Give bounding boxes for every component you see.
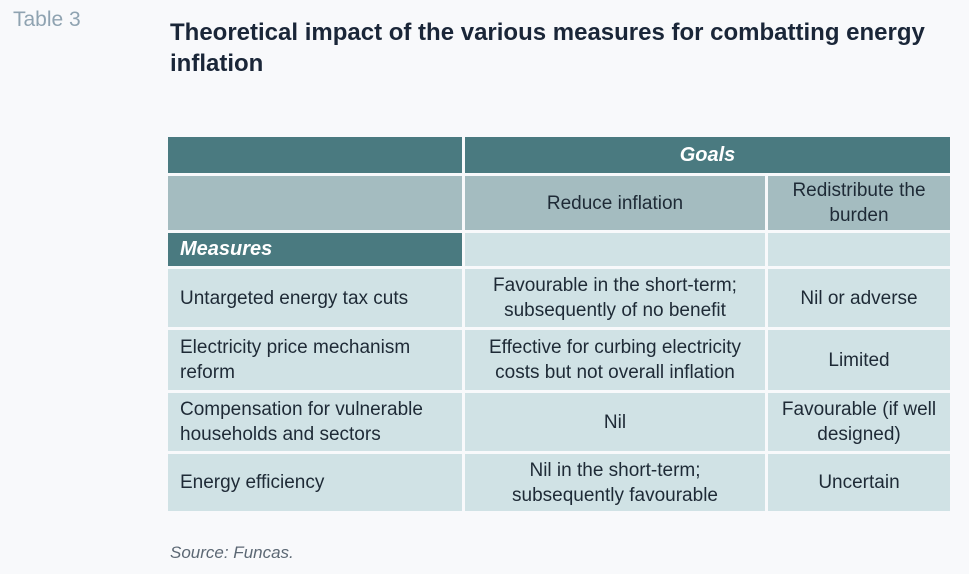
table-row-redistribute: Favourable (if well designed) [768,393,950,451]
table-row-reduce-inflation: Nil in the short-term; subsequently favo… [465,454,765,511]
table-row-measure: Untargeted energy tax cuts [168,269,462,327]
header-corner-cell [168,137,462,173]
table-row-measure: Energy efficiency [168,454,462,511]
table-row-reduce-inflation: Nil [465,393,765,451]
table-title: Theoretical impact of the various measur… [170,19,925,77]
goals-header: Goals [465,137,950,173]
empty-cell [465,233,765,266]
table-row-redistribute: Nil or adverse [768,269,950,327]
table-row-reduce-inflation: Favourable in the short-term; subsequent… [465,269,765,327]
empty-cell [768,233,950,266]
table-row-measure: Compensation for vulnerable households a… [168,393,462,451]
table-row-redistribute: Uncertain [768,454,950,511]
source-note: Source: Funcas. [170,543,294,562]
table-number-label: Table 3 [13,8,81,31]
subheader-corner-cell [168,176,462,230]
table-row-measure: Electricity price mechanism reform [168,330,462,390]
table-row-reduce-inflation: Effective for curbing electricity costs … [465,330,765,390]
column-header-redistribute: Redistribute the burden [768,176,950,230]
measures-header: Measures [168,233,462,266]
column-header-reduce-inflation: Reduce inflation [465,176,765,230]
table-row-redistribute: Limited [768,330,950,390]
measures-table: Goals Reduce inflation Redistribute the … [168,137,950,511]
